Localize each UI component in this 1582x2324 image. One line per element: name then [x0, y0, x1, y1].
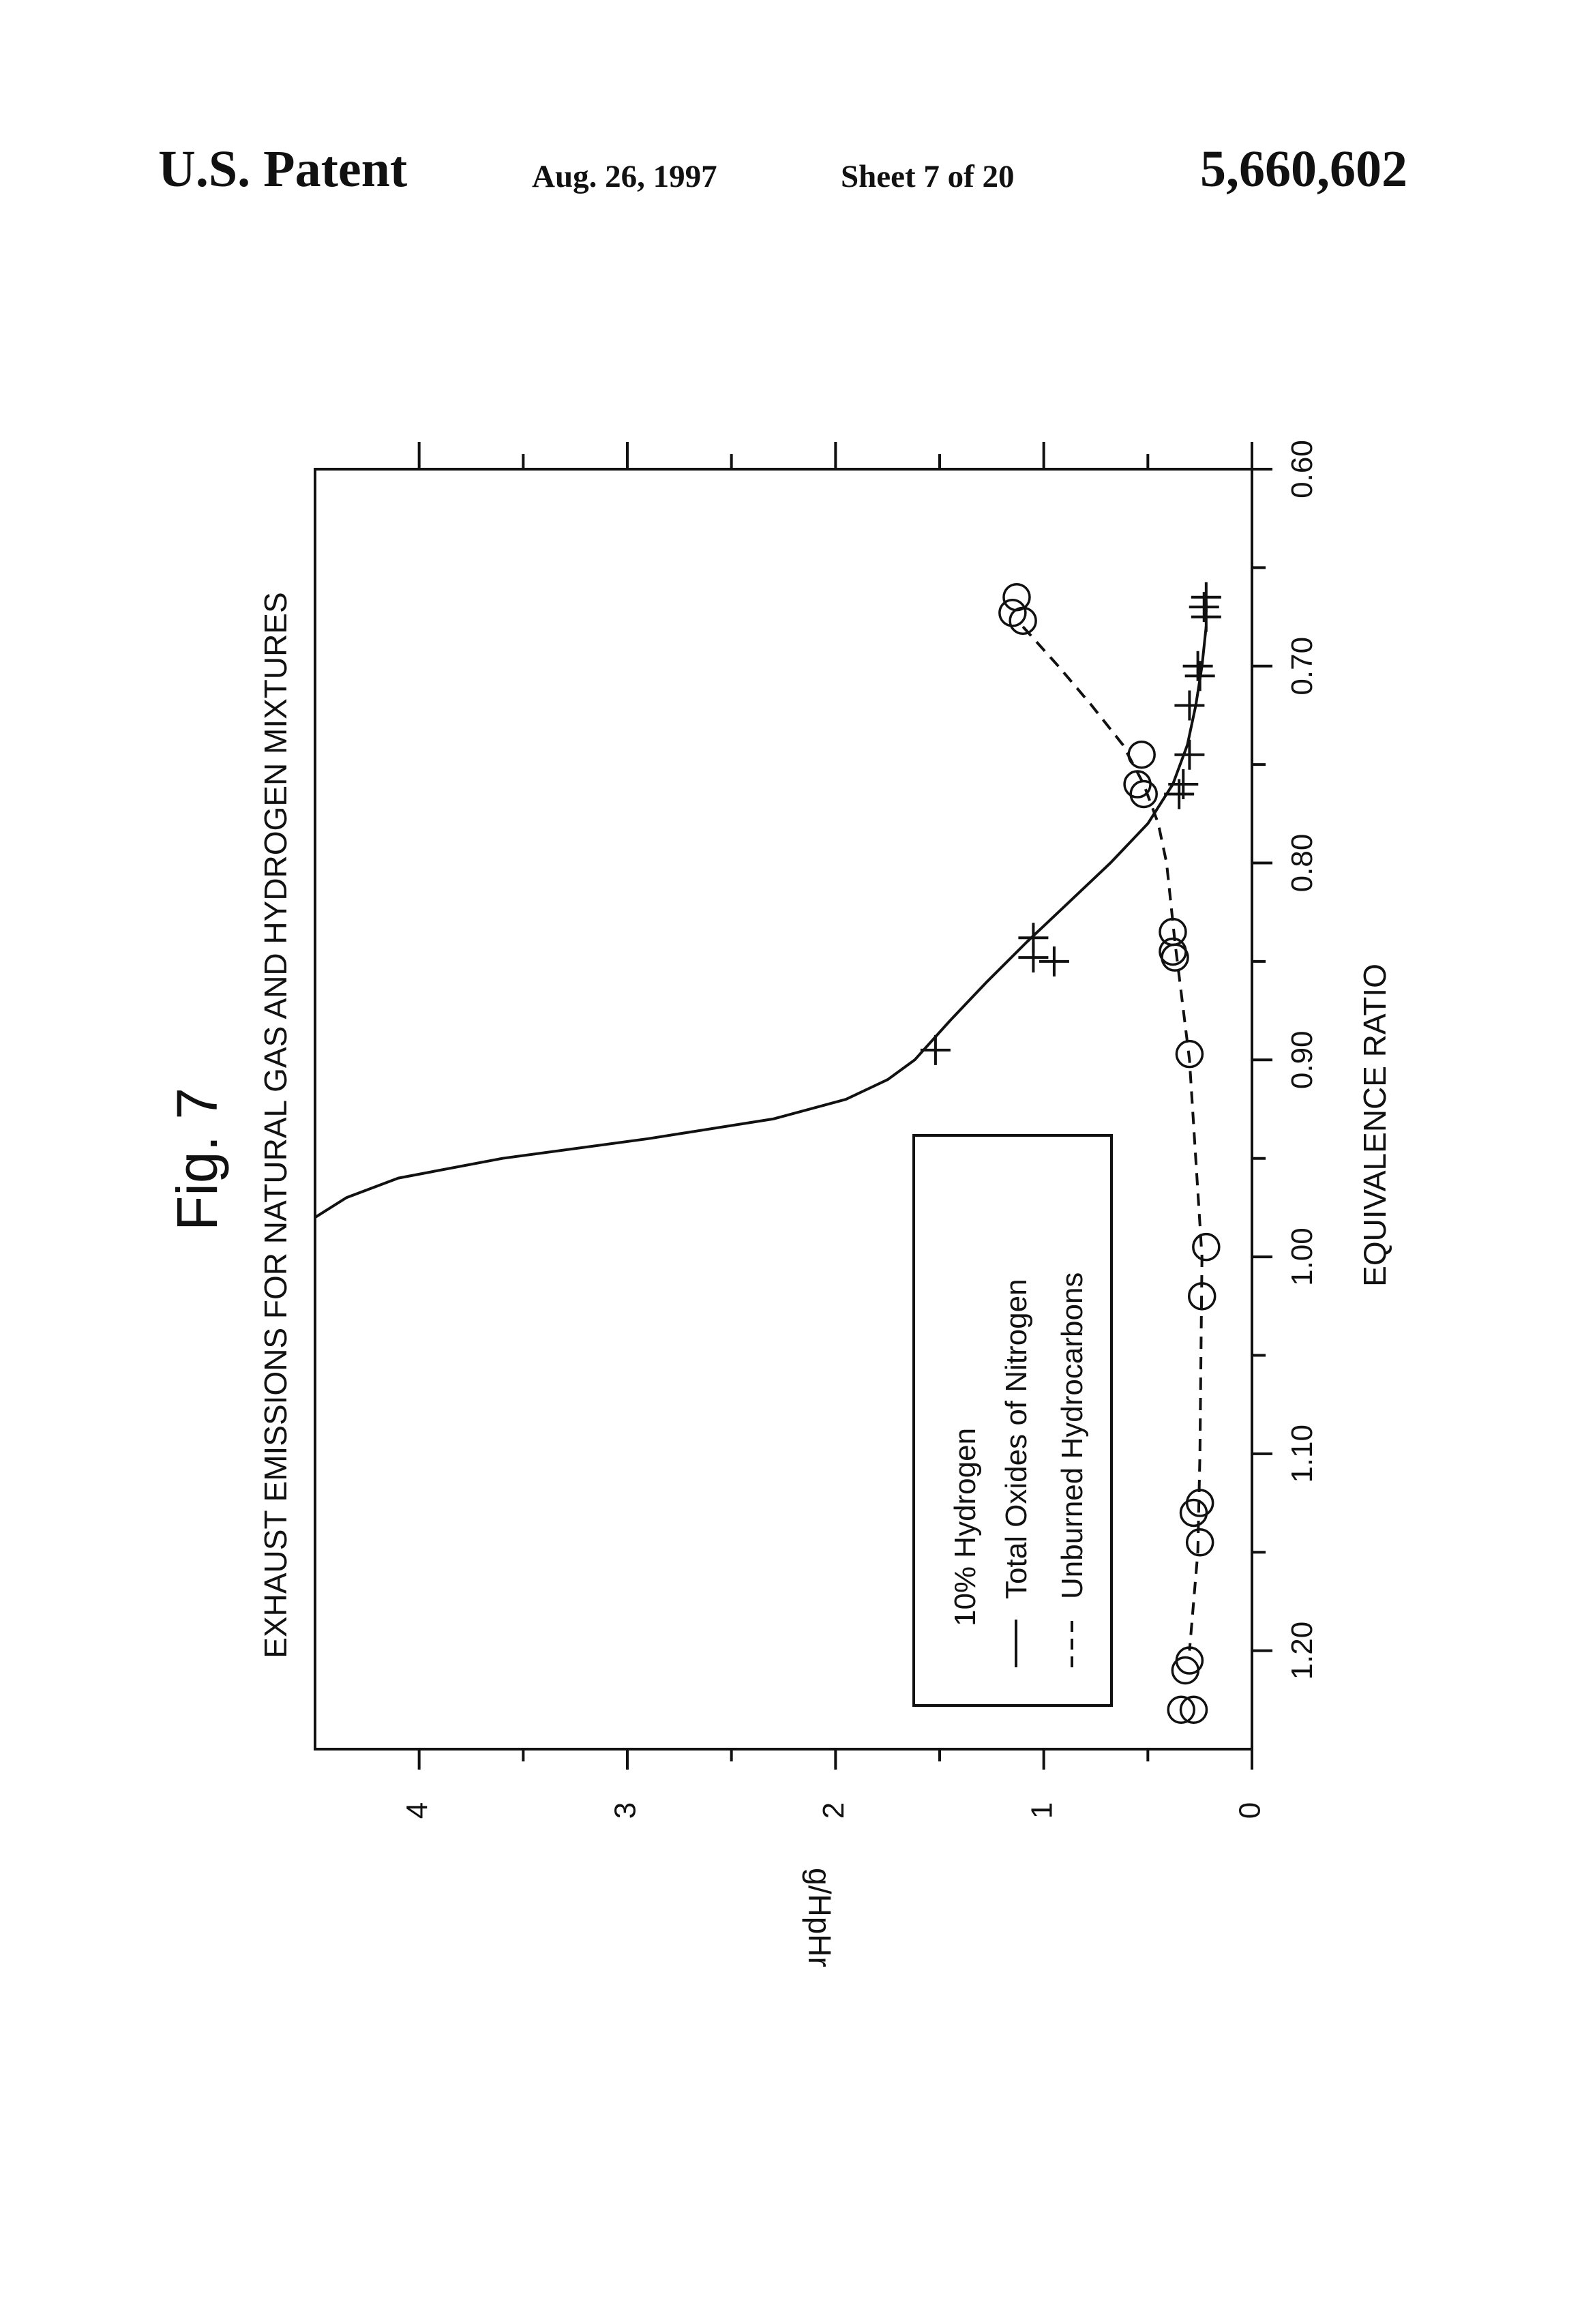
legend-title: 10% Hydrogen — [949, 1428, 982, 1626]
nox-point — [1039, 947, 1069, 977]
hc-point — [1131, 781, 1156, 807]
x-tick-label: 1.10 — [1285, 1425, 1319, 1483]
x-tick-label: 1.20 — [1285, 1622, 1319, 1680]
x-axis-title: EQUIVALENCE RATIO — [1357, 964, 1392, 1287]
hc-point — [1004, 584, 1030, 610]
x-tick-label: 0.70 — [1285, 637, 1319, 696]
x-tick-label: 1.00 — [1285, 1227, 1319, 1286]
y-tick-label: 2 — [817, 1802, 850, 1819]
nox-point — [1174, 691, 1204, 721]
x-tick-label: 0.80 — [1285, 834, 1319, 893]
nox-point — [921, 1035, 951, 1065]
hc-point — [1129, 742, 1154, 768]
y-tick-label: 0 — [1234, 1802, 1267, 1819]
legend-entry-nox: Total Oxides of Nitrogen — [1000, 1279, 1033, 1599]
hc-point — [1187, 1530, 1213, 1555]
nox-curve — [315, 627, 1206, 1217]
chart-title: EXHAUST EMISSIONS FOR NATURAL GAS AND HY… — [258, 592, 293, 1658]
y-tick-label: 1 — [1025, 1802, 1058, 1819]
hc-point — [1193, 1234, 1219, 1260]
x-tick-label: 0.60 — [1285, 440, 1319, 498]
x-tick-label: 0.90 — [1285, 1030, 1319, 1089]
y-axis-title: g/HpHr — [802, 1868, 837, 1967]
y-tick-label: 4 — [400, 1802, 434, 1819]
y-axis-ticks: 0 1 2 3 4 — [400, 442, 1266, 1819]
hc-point — [1172, 1657, 1198, 1683]
legend: 10% Hydrogen Total Oxides of Nitrogen Un… — [914, 1135, 1111, 1705]
legend-entry-hc: Unburned Hydrocarbons — [1056, 1272, 1089, 1599]
hc-point — [1181, 1500, 1207, 1525]
figure-label: Fig. 7 — [165, 1088, 229, 1231]
y-tick-label: 3 — [609, 1802, 642, 1819]
x-axis-ticks: 0.60 0.70 0.80 0.90 1.00 1.10 1.20 — [1252, 440, 1319, 1680]
